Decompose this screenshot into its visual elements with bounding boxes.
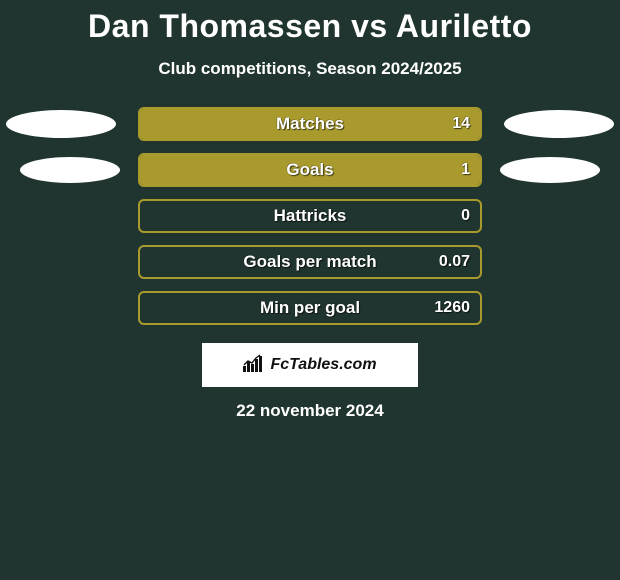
date-text: 22 november 2024 xyxy=(236,401,383,421)
stat-label: Min per goal xyxy=(260,298,360,318)
stat-bar: Goals per match 0.07 xyxy=(138,245,482,279)
right-marker-ellipse xyxy=(500,157,600,183)
stat-value: 14 xyxy=(452,115,470,133)
stat-label: Hattricks xyxy=(274,206,347,226)
left-marker-ellipse xyxy=(20,157,120,183)
left-marker-ellipse xyxy=(6,110,116,138)
subtitle: Club competitions, Season 2024/2025 xyxy=(158,59,461,79)
stat-label: Matches xyxy=(276,114,344,134)
page-title: Dan Thomassen vs Auriletto xyxy=(88,8,532,45)
stat-bar: Min per goal 1260 xyxy=(138,291,482,325)
right-marker-ellipse xyxy=(504,110,614,138)
stat-bar: Hattricks 0 xyxy=(138,199,482,233)
stat-row: Matches 14 xyxy=(0,107,620,141)
brand-text: FcTables.com xyxy=(270,356,376,374)
stat-row: Goals per match 0.07 xyxy=(0,245,620,279)
stat-bar: Matches 14 xyxy=(138,107,482,141)
stat-row: Min per goal 1260 xyxy=(0,291,620,325)
stat-rows: Matches 14 Goals 1 Hattricks 0 xyxy=(0,107,620,325)
stat-label: Goals per match xyxy=(243,252,376,272)
stat-label: Goals xyxy=(286,160,333,180)
stat-value: 1260 xyxy=(434,299,470,317)
stat-value: 1 xyxy=(461,161,470,179)
stat-bar: Goals 1 xyxy=(138,153,482,187)
stat-value: 0 xyxy=(461,207,470,225)
brand-inner: FcTables.com xyxy=(243,354,376,377)
stat-row: Hattricks 0 xyxy=(0,199,620,233)
stat-row: Goals 1 xyxy=(0,153,620,187)
brand-box: FcTables.com xyxy=(202,343,418,387)
bar-chart-icon xyxy=(243,354,265,377)
comparison-infographic: Dan Thomassen vs Auriletto Club competit… xyxy=(0,0,620,421)
stat-value: 0.07 xyxy=(439,253,470,271)
